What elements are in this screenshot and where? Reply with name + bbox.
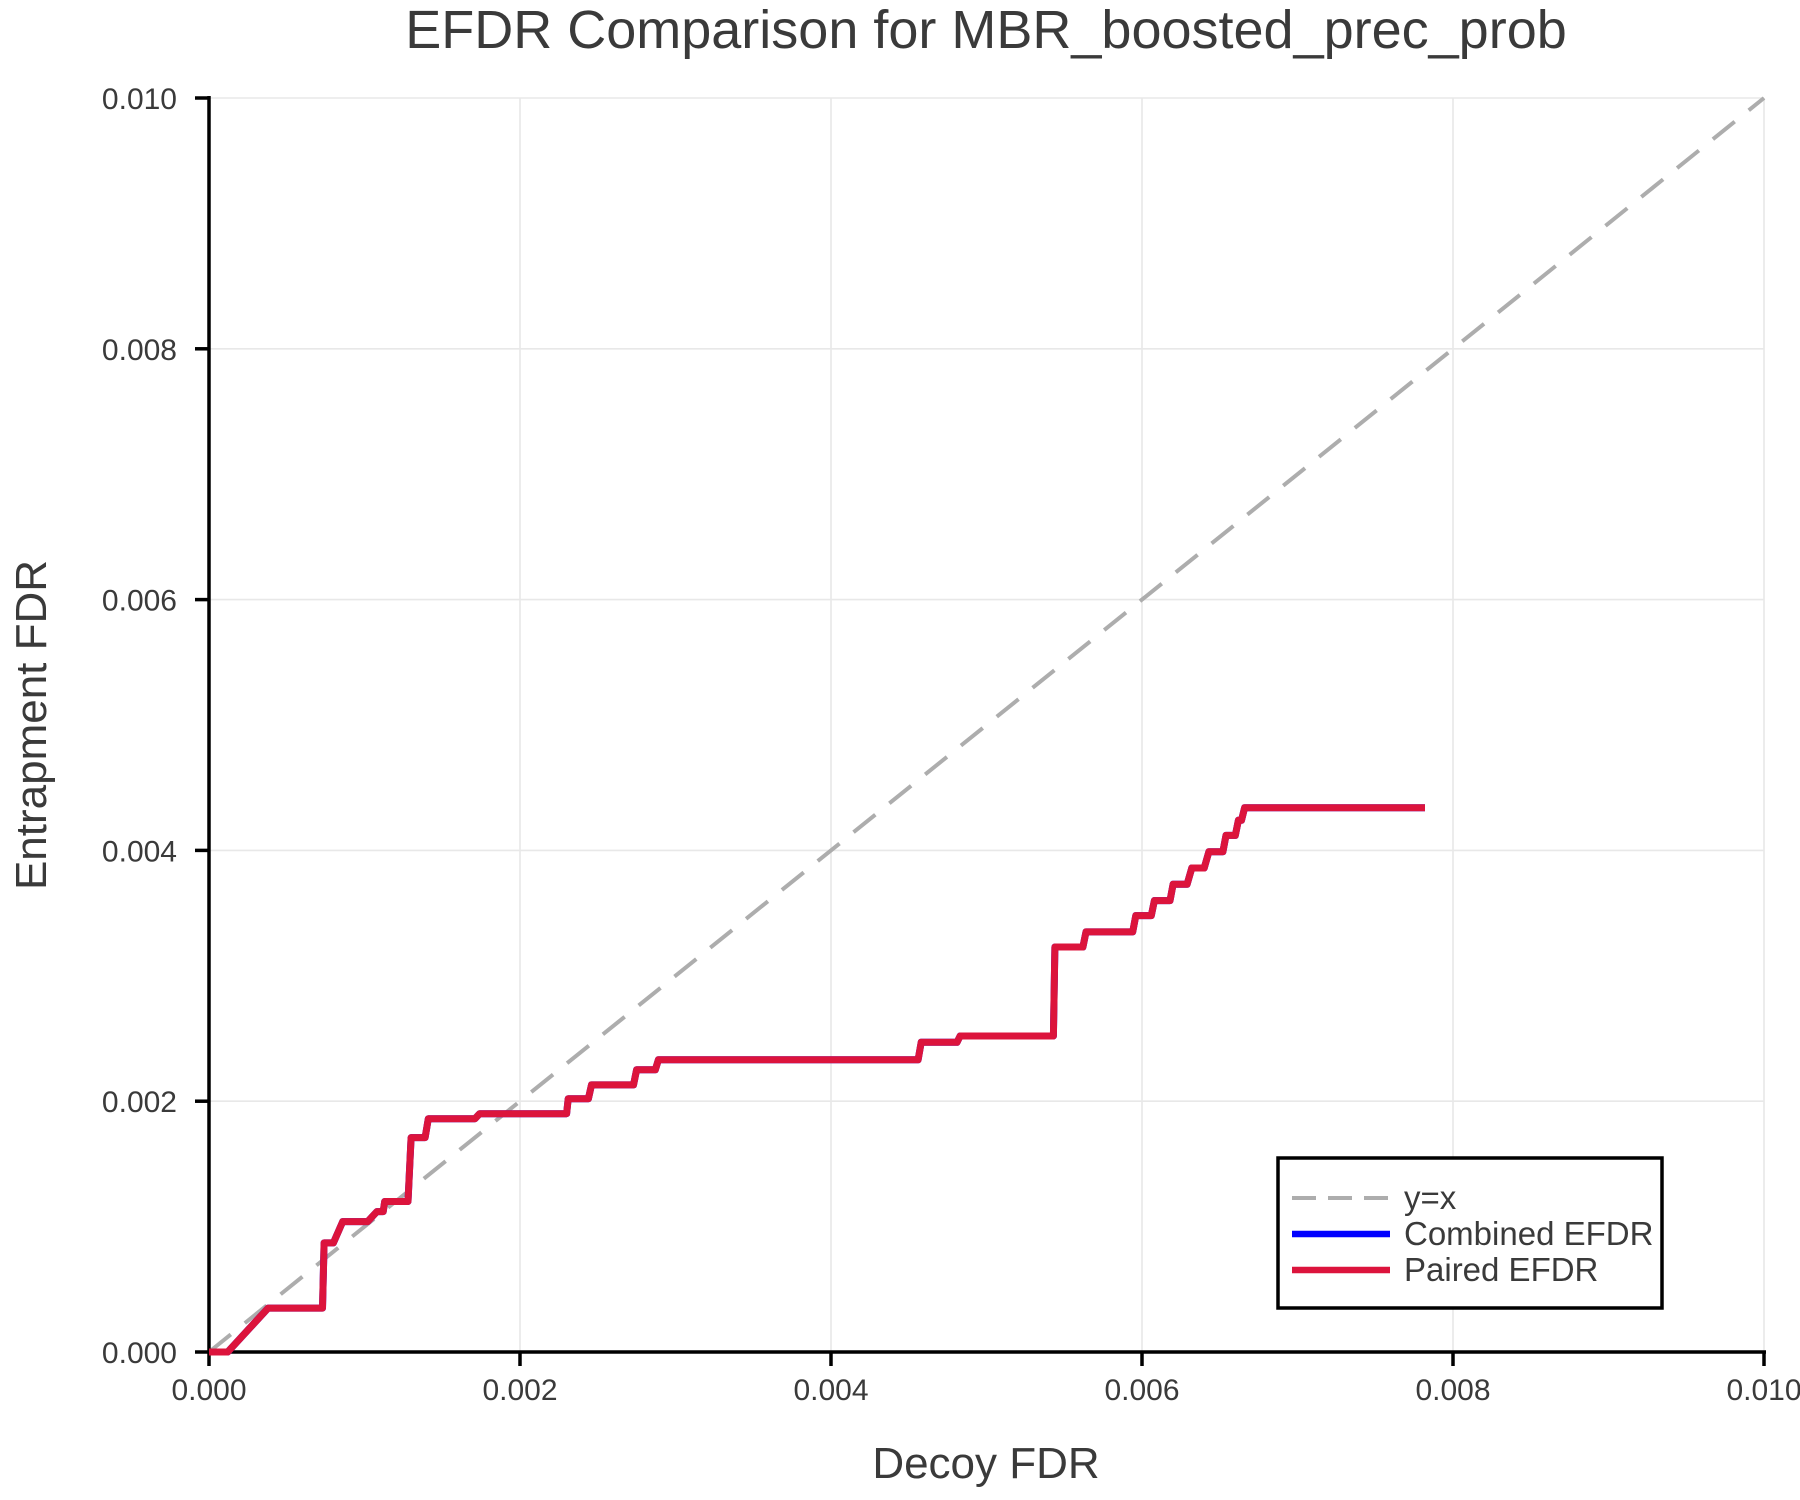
y-tick-label: 0.004	[102, 835, 177, 868]
series-layer	[209, 804, 1425, 1356]
y-tick-label: 0.002	[102, 1086, 177, 1119]
y-tick-label: 0.000	[102, 1337, 177, 1370]
axes-layer	[195, 96, 1766, 1366]
paired-efdr-line	[209, 804, 1425, 1356]
y-tick-label: 0.008	[102, 334, 177, 367]
x-tick-label: 0.004	[793, 1374, 868, 1407]
legend-label: Combined EFDR	[1404, 1215, 1653, 1252]
x-tick-label: 0.006	[1104, 1374, 1179, 1407]
chart-title: EFDR Comparison for MBR_boosted_prec_pro…	[405, 0, 1567, 60]
x-tick-label: 0.008	[1415, 1374, 1490, 1407]
combined-efdr-line	[209, 804, 1425, 1356]
legend-label: y=x	[1404, 1179, 1457, 1216]
tick-label-layer: 0.000 0.002 0.004 0.006 0.008 0.010 0.000 0.002…	[102, 83, 1800, 1407]
y-axis-label: Entrapment FDR	[7, 560, 56, 890]
y-tick-label: 0.006	[102, 585, 177, 618]
legend-label: Paired EFDR	[1404, 1251, 1598, 1288]
x-tick-label: 0.010	[1726, 1374, 1800, 1407]
x-axis-label: Decoy FDR	[872, 1439, 1099, 1488]
x-tick-label: 0.000	[171, 1374, 246, 1407]
y-tick-label: 0.010	[102, 83, 177, 116]
identity-line-layer	[207, 96, 1766, 1354]
identity-line	[207, 96, 1766, 1354]
x-tick-label: 0.002	[482, 1374, 557, 1407]
